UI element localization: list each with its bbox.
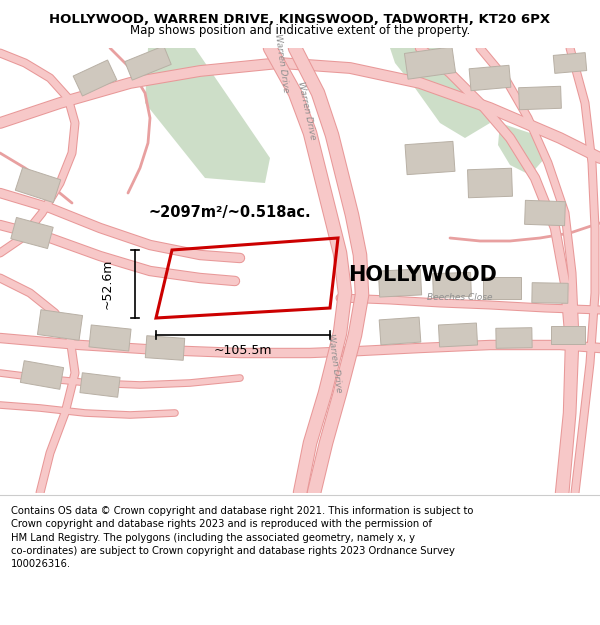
Bar [496,328,532,348]
Bar [73,60,117,96]
Bar [433,272,472,298]
Bar [469,65,511,91]
Text: HOLLYWOOD: HOLLYWOOD [348,265,497,285]
Text: Warren Drive: Warren Drive [296,81,317,141]
Text: Contains OS data © Crown copyright and database right 2021. This information is : Contains OS data © Crown copyright and d… [11,506,473,569]
Bar [80,372,120,398]
Bar [11,217,53,249]
Polygon shape [145,48,270,183]
Text: HOLLYWOOD, WARREN DRIVE, KINGSWOOD, TADWORTH, KT20 6PX: HOLLYWOOD, WARREN DRIVE, KINGSWOOD, TADW… [49,14,551,26]
Text: ~52.6m: ~52.6m [101,259,113,309]
Bar [37,310,83,340]
Bar [405,141,455,174]
Bar [439,323,478,347]
Text: Warren Drive: Warren Drive [274,33,290,93]
Bar [379,269,422,297]
Bar [145,336,185,360]
Bar [551,326,585,344]
Bar [89,325,131,351]
Text: Map shows position and indicative extent of the property.: Map shows position and indicative extent… [130,24,470,38]
Bar [483,277,521,299]
Bar [404,47,455,79]
Bar [553,52,587,73]
Bar [125,46,171,80]
Bar [467,168,512,198]
Bar [379,317,421,345]
Text: ~105.5m: ~105.5m [214,344,272,357]
Bar [524,200,565,226]
Polygon shape [390,48,490,138]
Bar [15,168,61,202]
Bar [532,282,568,303]
Text: Warren Drive: Warren Drive [326,333,344,393]
Text: Beeches Close: Beeches Close [427,292,493,301]
Polygon shape [498,123,545,175]
Bar [518,86,562,110]
Bar [20,361,64,389]
Text: ~2097m²/~0.518ac.: ~2097m²/~0.518ac. [148,206,311,221]
